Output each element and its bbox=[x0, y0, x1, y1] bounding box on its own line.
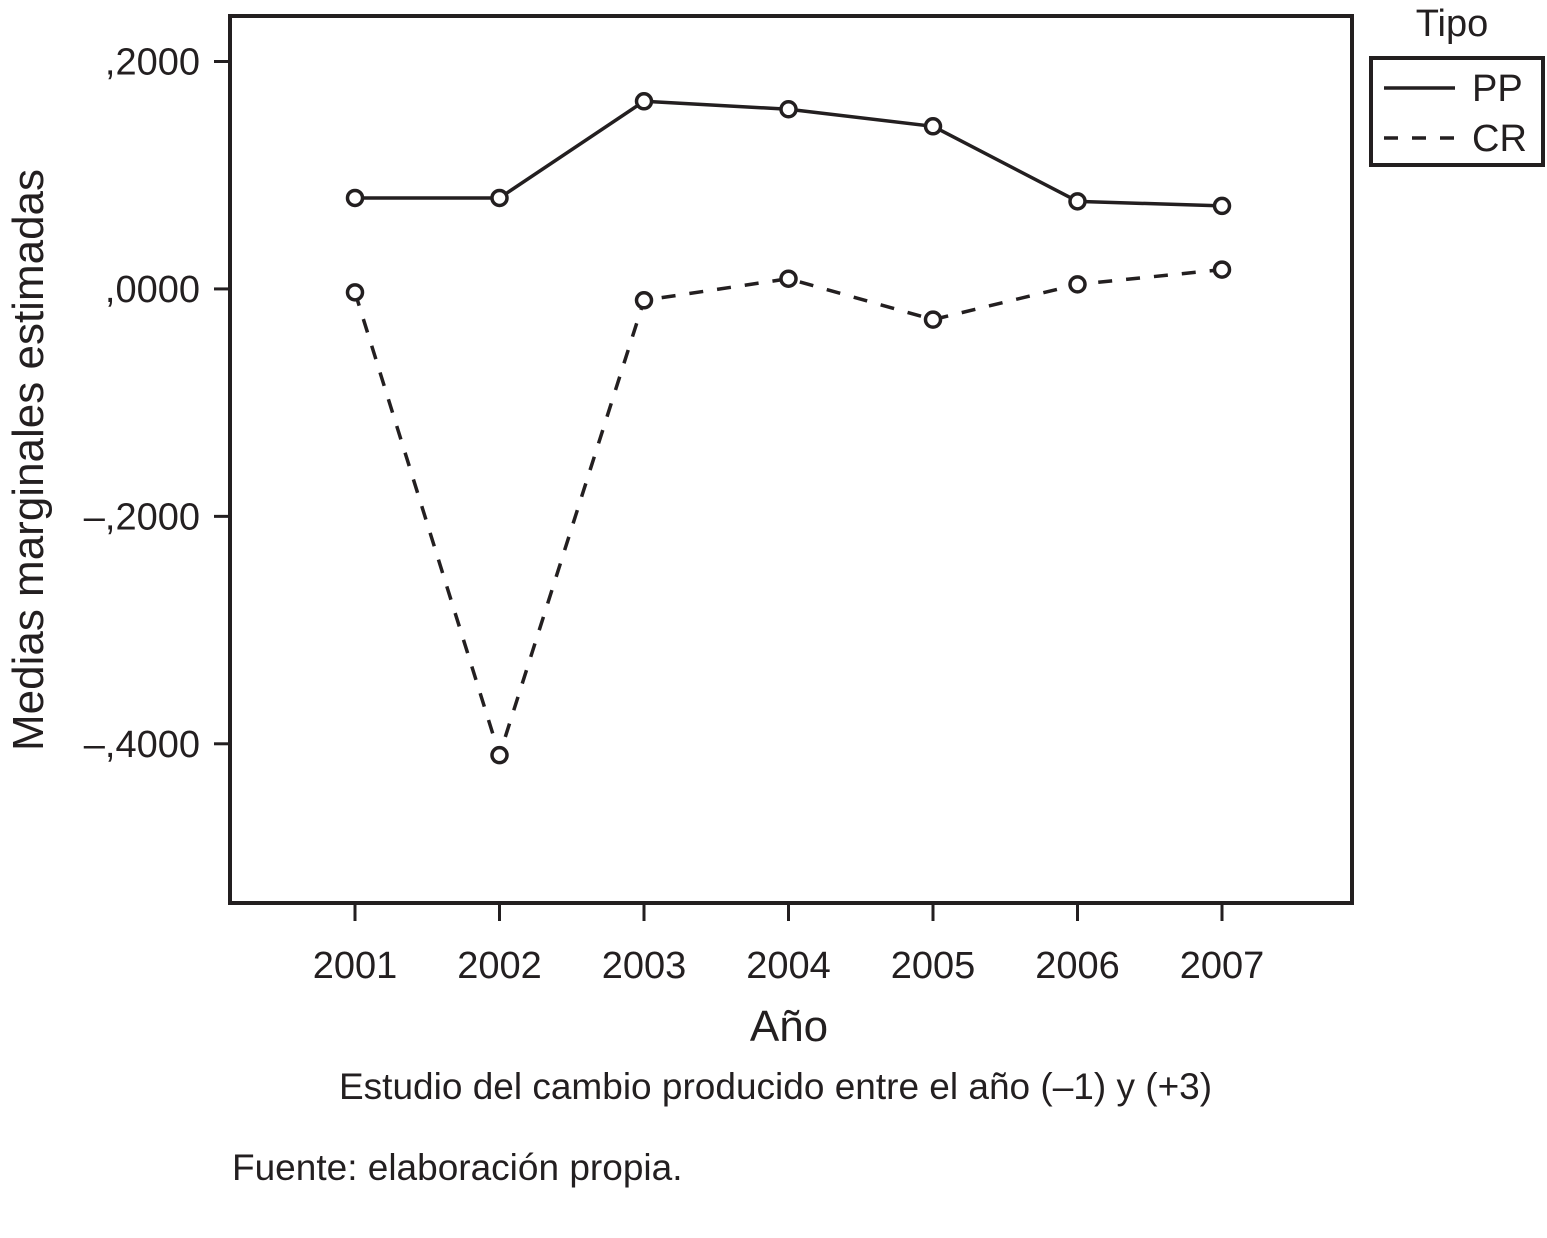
data-point-pp bbox=[1212, 196, 1232, 216]
data-point-cr bbox=[490, 745, 509, 765]
x-tick-label: 2006 bbox=[1035, 945, 1120, 987]
data-point-cr bbox=[345, 283, 365, 302]
y-tick-label: –,2000 bbox=[84, 496, 200, 538]
y-axis-title: Medias marginales estimadas bbox=[4, 169, 53, 751]
x-tick-label: 2003 bbox=[602, 945, 687, 987]
data-point-cr bbox=[923, 310, 943, 329]
y-tick-label: ,0000 bbox=[105, 269, 200, 311]
x-axis: 2001 2002 2003 2004 2005 2006 2007 bbox=[313, 903, 1265, 987]
legend: Tipo PP CR bbox=[1369, 3, 1545, 167]
data-point-pp bbox=[923, 117, 943, 136]
data-point-cr bbox=[779, 269, 798, 288]
x-tick-label: 2004 bbox=[746, 945, 831, 987]
data-point-pp bbox=[634, 92, 654, 111]
plot-frame bbox=[228, 14, 1354, 905]
data-point-pp bbox=[345, 188, 365, 208]
series-line-cr bbox=[353, 267, 1223, 757]
x-tick-label: 2001 bbox=[313, 945, 398, 987]
source-note: Fuente: elaboración propia. bbox=[232, 1147, 683, 1188]
data-point-pp bbox=[490, 188, 509, 208]
series-layer bbox=[345, 92, 1232, 765]
x-tick-label: 2005 bbox=[891, 945, 976, 987]
legend-title: Tipo bbox=[1416, 3, 1489, 45]
data-point-cr bbox=[1212, 260, 1232, 279]
x-tick-label: 2002 bbox=[457, 945, 542, 987]
y-tick-label: ,2000 bbox=[105, 41, 200, 83]
x-axis-title: Año bbox=[750, 1002, 828, 1051]
y-tick-label: –,4000 bbox=[84, 724, 200, 766]
legend-label-cr: CR bbox=[1472, 118, 1527, 160]
legend-box bbox=[1369, 56, 1545, 167]
x-tick-label: 2007 bbox=[1180, 945, 1265, 987]
chart-subtitle: Estudio del cambio producido entre el añ… bbox=[339, 1066, 1213, 1107]
y-axis: ,2000 ,0000 –,2000 –,4000 bbox=[84, 41, 230, 766]
data-point-pp bbox=[779, 99, 798, 119]
data-point-cr bbox=[1068, 275, 1087, 294]
data-point-pp bbox=[1068, 192, 1087, 211]
data-point-cr bbox=[634, 291, 654, 310]
legend-label-pp: PP bbox=[1472, 68, 1523, 110]
